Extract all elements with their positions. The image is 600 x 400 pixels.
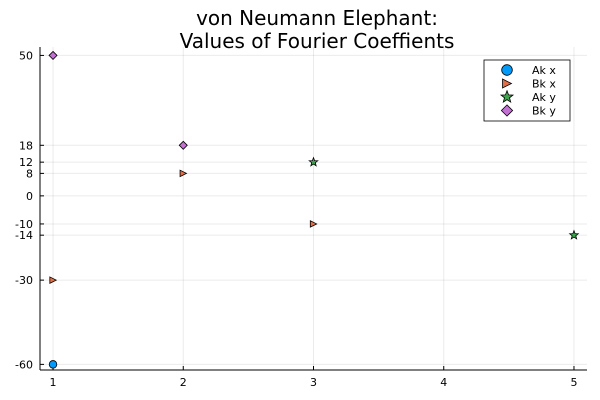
y-tick-label: 18 xyxy=(19,139,33,152)
legend-marker xyxy=(499,89,515,104)
chart-title-line-2: Values of Fourier Coeffients xyxy=(180,29,455,53)
grid xyxy=(40,47,587,370)
x-tick-label: 1 xyxy=(50,376,57,389)
legend-label: Bk y xyxy=(532,105,556,118)
legend: Ak xBk xAk yBk y xyxy=(483,59,571,122)
x-tick-label: 5 xyxy=(570,376,577,389)
x-tick-label: 2 xyxy=(180,376,187,389)
data-point xyxy=(49,276,58,284)
y-tick-label: 12 xyxy=(19,156,33,169)
y-tick-label: 0 xyxy=(26,190,33,203)
y-tick-label: 8 xyxy=(26,167,33,180)
legend-box xyxy=(483,59,571,122)
data-point xyxy=(179,169,188,178)
legend-label: Bk x xyxy=(532,78,556,91)
x-tick-label: 3 xyxy=(310,376,317,389)
legend-marker xyxy=(501,64,513,76)
data-point xyxy=(308,156,319,167)
y-tick-label: 50 xyxy=(19,49,33,62)
data-point xyxy=(178,140,188,150)
y-tick-label: -60 xyxy=(15,358,33,371)
legend-label: Ak x xyxy=(532,64,556,77)
axes xyxy=(39,47,587,371)
data-point xyxy=(309,220,318,228)
legend-marker xyxy=(502,78,513,89)
data-point xyxy=(568,229,580,240)
y-tick-label: -14 xyxy=(15,229,33,242)
x-tick-label: 4 xyxy=(440,376,447,389)
y-tick-label: -10 xyxy=(15,218,33,231)
y-tick-label: -30 xyxy=(15,274,33,287)
data-point xyxy=(48,360,58,369)
legend-label: Ak y xyxy=(532,91,556,104)
chart-title-line-1: von Neumann Elephant: xyxy=(196,6,438,30)
legend-marker xyxy=(500,104,514,117)
data-point xyxy=(48,50,58,60)
data-points xyxy=(48,50,580,369)
